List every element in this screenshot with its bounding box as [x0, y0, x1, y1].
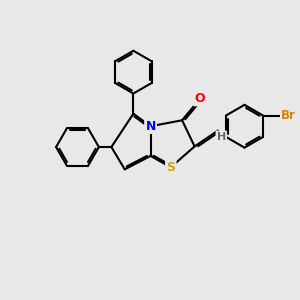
- Text: S: S: [166, 161, 175, 174]
- Text: H: H: [217, 132, 226, 142]
- Text: Br: Br: [281, 109, 296, 122]
- Text: N: N: [146, 120, 156, 133]
- Text: O: O: [194, 92, 205, 105]
